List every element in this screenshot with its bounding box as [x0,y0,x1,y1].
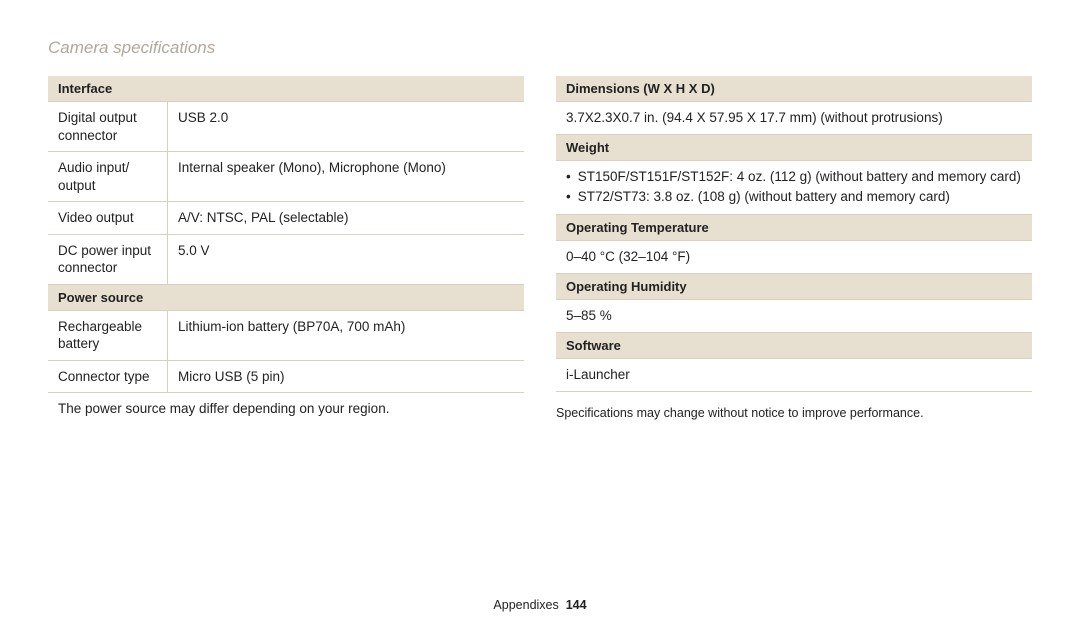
spec-label: Video output [48,202,168,234]
spec-footnote: Specifications may change without notice… [556,406,1032,420]
left-column: Interface Digital output connector USB 2… [48,76,524,426]
spec-value: USB 2.0 [168,102,524,151]
spec-row: Connector type Micro USB (5 pin) [48,361,524,394]
spec-label: Audio input/ output [48,152,168,201]
spec-label: Connector type [48,361,168,393]
spec-value: Internal speaker (Mono), Microphone (Mon… [168,152,524,201]
spec-value: Lithium-ion battery (BP70A, 700 mAh) [168,311,524,360]
right-column: Dimensions (W X H X D) 3.7X2.3X0.7 in. (… [556,76,1032,426]
spec-value: Micro USB (5 pin) [168,361,524,393]
spec-row: Audio input/ output Internal speaker (Mo… [48,152,524,202]
page-title: Camera specifications [48,38,1032,58]
bullet-item: ST150F/ST151F/ST152F: 4 oz. (112 g) (wit… [566,167,1022,187]
spec-row: Digital output connector USB 2.0 [48,102,524,152]
humidity-value: 5–85 % [556,300,1032,333]
software-value: i-Launcher [556,359,1032,392]
weight-bullets: ST150F/ST151F/ST152F: 4 oz. (112 g) (wit… [556,161,1032,215]
spec-label: Rechargeable battery [48,311,168,360]
spec-value: A/V: NTSC, PAL (selectable) [168,202,524,234]
optemp-value: 0–40 °C (32–104 °F) [556,241,1032,274]
power-note: The power source may differ depending on… [48,393,524,425]
section-header-weight: Weight [556,135,1032,161]
page-footer: Appendixes 144 [0,598,1080,612]
footer-page: 144 [566,598,587,612]
section-header-dimensions: Dimensions (W X H X D) [556,76,1032,102]
section-header-power: Power source [48,285,524,311]
columns: Interface Digital output connector USB 2… [48,76,1032,426]
spec-label: DC power input connector [48,235,168,284]
section-header-humidity: Operating Humidity [556,274,1032,300]
spec-row: Video output A/V: NTSC, PAL (selectable) [48,202,524,235]
spec-value: 5.0 V [168,235,524,284]
section-header-interface: Interface [48,76,524,102]
spec-row: DC power input connector 5.0 V [48,235,524,285]
spec-row: Rechargeable battery Lithium-ion battery… [48,311,524,361]
section-header-optemp: Operating Temperature [556,215,1032,241]
section-header-software: Software [556,333,1032,359]
dimensions-value: 3.7X2.3X0.7 in. (94.4 X 57.95 X 17.7 mm)… [556,102,1032,135]
bullet-item: ST72/ST73: 3.8 oz. (108 g) (without batt… [566,187,1022,207]
footer-label: Appendixes [493,598,558,612]
spec-label: Digital output connector [48,102,168,151]
